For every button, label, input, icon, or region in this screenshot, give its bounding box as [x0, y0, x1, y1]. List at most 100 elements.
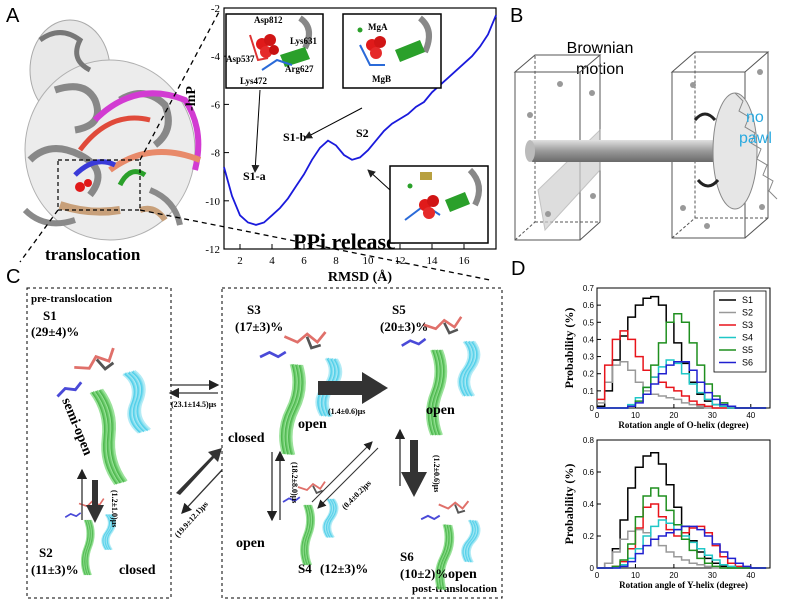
- legend-label-s4: S4: [742, 333, 753, 343]
- legend-label-s1: S1: [742, 295, 753, 305]
- state-s4-pct: (12±3)%: [320, 561, 368, 576]
- panel-b-letter: B: [510, 5, 523, 27]
- inset-active-site-2: MgA MgB: [342, 13, 442, 89]
- state-s2-pct: (11±3)%: [31, 562, 79, 577]
- x-tick-label: 8: [333, 255, 339, 267]
- x-tick-label: 14: [427, 255, 439, 267]
- zoom-line-down: [19, 209, 59, 263]
- state-s1-id: S1: [43, 308, 57, 323]
- y-tick-label: 0.4: [583, 500, 595, 509]
- x-tick-label: 2: [237, 255, 243, 267]
- y-axis-label: Probability (%): [562, 308, 576, 389]
- x-tick-label: 30: [708, 411, 717, 420]
- y-tick-label: 0.1: [583, 387, 595, 396]
- pre-translocation-label: pre-translocation: [31, 293, 112, 305]
- state-s5-pct: (20±3)%: [380, 319, 428, 334]
- x-tick-label: 40: [746, 571, 755, 580]
- y-tick-label: 0.3: [583, 353, 595, 362]
- state-s1a-label: S1-a: [243, 169, 266, 183]
- helix-bundle-s5: [401, 316, 481, 436]
- arrow-inset3-to-s2: [367, 169, 391, 191]
- arrow-inset1-to-s1a: [251, 89, 261, 173]
- x-axis-label: Rotation angle of Y-helix (degree): [619, 580, 748, 590]
- residue-asp537: Asp537: [226, 54, 255, 64]
- y-tick-label: 0.6: [583, 301, 595, 310]
- y-tick-label: -12: [205, 244, 220, 256]
- legend-box: [713, 290, 767, 373]
- rate-s1-s2: (1.2±1.0)μs: [110, 490, 119, 527]
- translocation-caption: translocation: [45, 245, 141, 264]
- state-s3-id: S3: [247, 302, 261, 317]
- arrow-s5-to-s4: [317, 447, 379, 509]
- state-s4-id: S4: [298, 561, 312, 576]
- y-tick-label: 0.8: [583, 436, 595, 445]
- residue-lys631: Lys631: [290, 36, 318, 46]
- x-axis-label: RMSD (Å): [328, 269, 392, 285]
- rate-s2-s3: (19.9±12.1)μs: [173, 500, 210, 540]
- ratchet-wheel: [693, 92, 778, 210]
- state-s2-label: S2: [356, 126, 369, 140]
- x-tick-label: 20: [669, 571, 678, 580]
- arrow-inset2-to-s1b: [304, 107, 363, 139]
- arrow-s3-to-s5: [318, 372, 388, 404]
- plot-frame: [596, 439, 771, 569]
- residue-arg627: Arg627: [285, 64, 314, 74]
- series-s5-line: [597, 487, 767, 569]
- state-s1-conf: semi-open: [58, 396, 95, 458]
- residue-asp812: Asp812: [254, 15, 283, 25]
- y-axis-label: Probability (%): [562, 464, 576, 545]
- o-helix-distribution-plot: 0 10 20 30 40 0 0.1 0.2 0.3 0.4 0.5 0.6 0.7 Rotation …: [562, 284, 771, 430]
- no-pawl-line1: no: [746, 109, 764, 126]
- inset-active-site-3: [389, 165, 489, 244]
- legend-label-s6: S6: [742, 358, 753, 368]
- y-axis-label: -lnP: [184, 86, 199, 111]
- y-tick-label: -10: [205, 196, 220, 208]
- x-tick-label: 30: [708, 571, 717, 580]
- state-s3-conf2: closed: [228, 431, 265, 446]
- state-s5-id: S5: [392, 302, 406, 317]
- y-tick-label: 0.5: [583, 318, 595, 327]
- state-s6-conf: open: [448, 567, 477, 582]
- x-tick-label: 16: [459, 255, 471, 267]
- arrow-s2-to-s3: [176, 448, 222, 495]
- state-s1b-label: S1-b: [283, 130, 307, 144]
- state-s6-pct: (10±2)%: [400, 566, 448, 581]
- state-s3-conf: open: [298, 417, 327, 432]
- inset-active-site-1: Asp812 Lys631 Asp537 Arg627 Lys472: [225, 13, 324, 89]
- y-helix-distribution-plot: 0 10 20 30 40 0 0.2 0.4 0.6 0.8 Rotation angle of …: [562, 436, 771, 590]
- x-tick-label: 12: [395, 255, 406, 267]
- x-tick-label: 10: [631, 571, 640, 580]
- state-s4-conf: open: [236, 536, 265, 551]
- rate-s3-s4: (18.2±8.0)μs: [290, 462, 299, 503]
- y-tick-label: 0.2: [583, 532, 595, 541]
- x-tick-label: 40: [746, 411, 755, 420]
- state-s3-pct: (17±3)%: [235, 319, 283, 334]
- arrow-s1-to-s2: [86, 480, 104, 523]
- x-tick-label: 4: [269, 255, 275, 267]
- ppi-release-plot: 2 4 6 8 10 12 14 16 -2 -4 -6 -8 -10 -12 RMSD (Å) -lnP: [184, 3, 497, 285]
- y-tick-label: -6: [211, 99, 221, 111]
- rate-s5-s6: (1.2±0.6)μs: [432, 455, 441, 492]
- post-translocation-label: post-translocation: [412, 583, 497, 595]
- helix-bundle-s1: [56, 347, 151, 486]
- series-s6-line: [597, 360, 767, 409]
- arrow-s4-to-s5: [311, 441, 373, 503]
- legend-label-s3: S3: [742, 320, 753, 330]
- ion-mgb: MgB: [372, 74, 391, 84]
- state-legend: S1 S2 S3 S4 S5 S6: [713, 290, 767, 373]
- x-tick-label: 20: [669, 411, 678, 420]
- series-s3-line: [597, 330, 767, 409]
- brownian-particles: [527, 69, 765, 229]
- ratchet-rod: [525, 128, 736, 232]
- x-tick-label: 10: [631, 411, 640, 420]
- rate-s4-s5: (0.4±0.2)μs: [340, 479, 373, 512]
- legend-label-s5: S5: [742, 345, 753, 355]
- panel-d-letter: D: [511, 258, 525, 280]
- plot-frame: [596, 287, 771, 409]
- y-tick-label: 0.7: [583, 284, 595, 293]
- free-energy-curve: [223, 14, 497, 226]
- y-tick-label: 0.6: [583, 468, 595, 477]
- residue-lys472: Lys472: [240, 76, 268, 86]
- arrow-s5-to-s6: [401, 440, 427, 497]
